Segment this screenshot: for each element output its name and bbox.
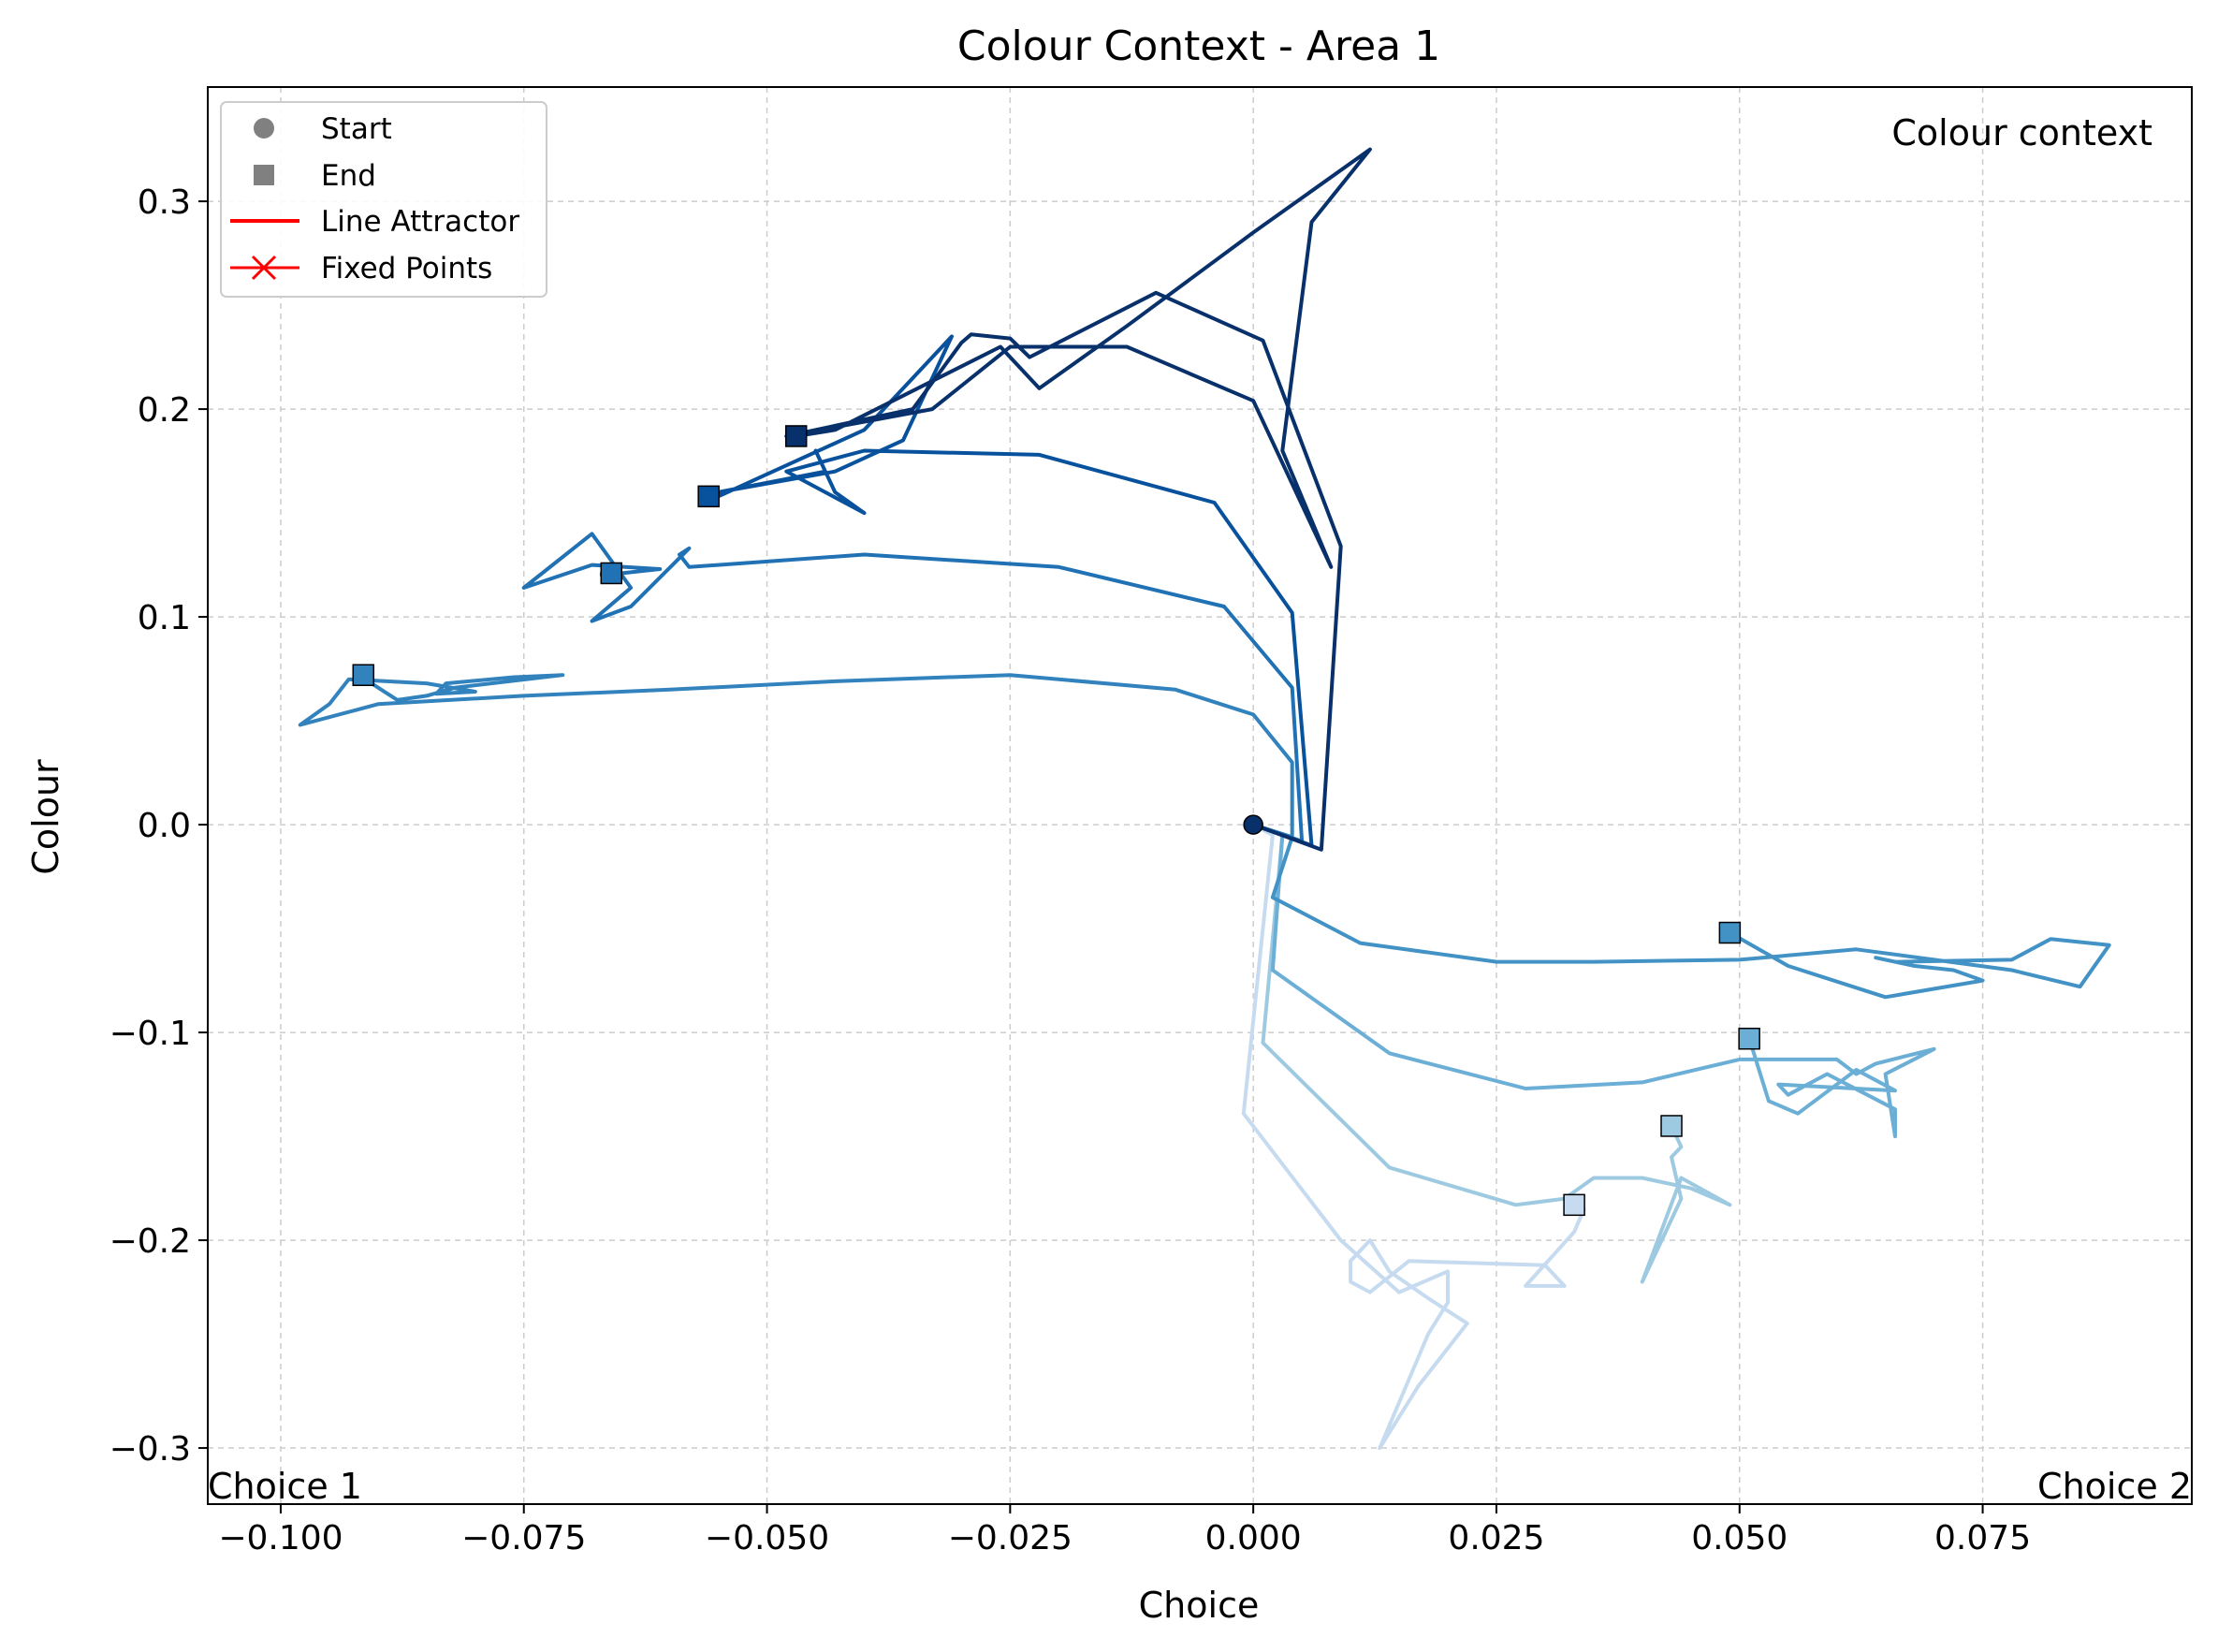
y-axis-label: Colour [25,759,66,875]
end-marker [1660,1115,1683,1137]
grid [208,87,2192,1504]
x-tick-label: −0.100 [218,1519,343,1557]
end-marker [1563,1193,1585,1217]
plot-area-frame [207,86,2193,1505]
trajectory-line [1251,823,2111,1000]
y-tick-label: 0.3 [138,183,191,222]
series-layer [298,147,2111,1451]
x-tick-label: 0.050 [1691,1519,1788,1557]
chart-title: Colour Context - Area 1 [957,22,1440,70]
trajectory-line [707,334,1314,848]
y-tick-label: −0.3 [109,1430,191,1469]
x-tick-label: 0.000 [1205,1519,1302,1557]
start-marker [1243,814,1263,835]
end-marker [697,485,720,508]
trajectory-line [298,673,1294,840]
choice-2-label: Choice 2 [2037,1466,2192,1507]
legend-fixed-points-label: Fixed Points [321,252,492,285]
end-marker [784,425,808,447]
legend-fixed-points-marker [251,255,277,281]
y-tick-label: −0.1 [109,1015,191,1053]
trajectory-line [521,532,1305,843]
legend-start-label: Start [321,112,392,146]
x-axis-label: Choice [1139,1585,1260,1626]
y-tick-label: 0.0 [138,807,191,845]
y-tick-label: −0.2 [109,1222,191,1261]
choice-1-label: Choice 1 [208,1466,362,1507]
legend-start-marker [254,118,274,139]
y-tick-label: 0.1 [138,599,191,637]
trajectory-line [784,147,1372,852]
end-marker [1738,1027,1760,1050]
end-marker [600,562,623,585]
trajectory-line [1251,823,1936,1139]
end-marker [352,664,375,686]
end-marker [1718,921,1742,944]
x-tick-label: −0.025 [948,1519,1073,1557]
trajectory-line [1241,823,1586,1451]
legend-box [220,101,547,298]
legend: Start End Line Attractor Fixed Points [220,101,547,298]
x-tick-label: −0.050 [705,1519,829,1557]
x-tick-label: 0.025 [1448,1519,1544,1557]
legend-line-attractor-label: Line Attractor [321,205,519,239]
x-tick-label: −0.075 [461,1519,586,1557]
context-label: Colour context [1891,112,2152,154]
legend-end-marker [254,165,274,185]
tick-layer: −0.100 −0.075 −0.050 −0.025 0.000 0.025 0.050 0… [109,183,2032,1557]
marker-layer [352,425,1760,1217]
x-tick-label: 0.075 [1934,1519,2031,1557]
y-tick-label: 0.2 [138,391,191,430]
trajectory-line [1251,823,1732,1284]
legend-end-label: End [321,159,376,193]
